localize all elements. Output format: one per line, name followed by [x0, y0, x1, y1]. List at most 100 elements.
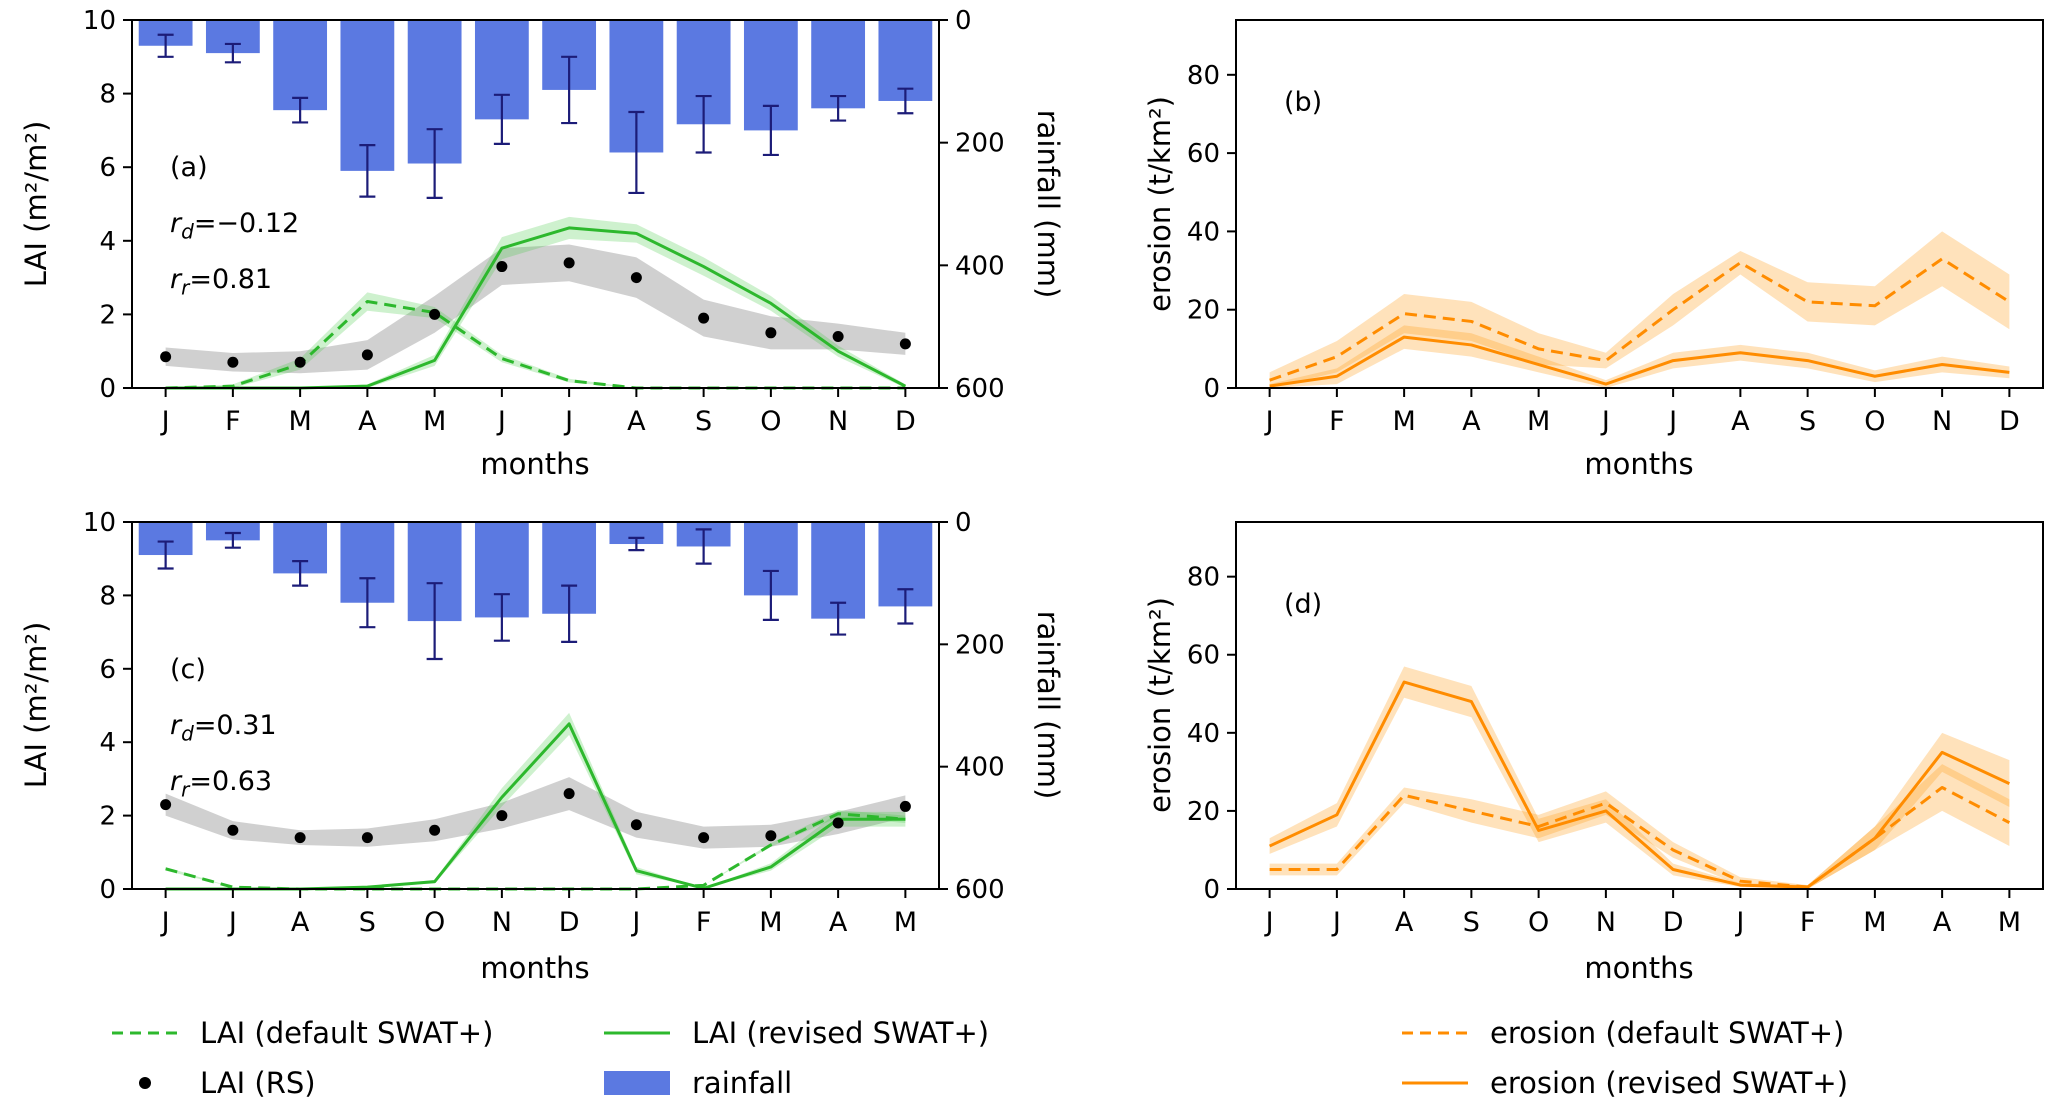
legend-label-lai-default: LAI (default SWAT+): [200, 1016, 494, 1050]
svg-text:D: D: [559, 907, 580, 938]
panel-a-annotations: (a) rd=−0.12 rr=0.81: [170, 140, 299, 308]
svg-text:80: 80: [1187, 563, 1220, 593]
legend-item-lai-rs: LAI (RS): [110, 1066, 602, 1100]
svg-text:J: J: [227, 907, 237, 938]
svg-text:J: J: [1264, 907, 1274, 938]
panel-b-letter: (b): [1284, 87, 1323, 118]
svg-text:O: O: [1864, 406, 1885, 437]
legend-label-lai-rs: LAI (RS): [200, 1066, 316, 1100]
svg-text:40: 40: [1187, 719, 1220, 749]
legend-item-rainfall: rainfall: [602, 1066, 792, 1100]
svg-text:20: 20: [1187, 797, 1220, 827]
panel-b-annotations: (b): [1284, 75, 1322, 131]
svg-text:0: 0: [955, 508, 972, 538]
svg-text:J: J: [160, 406, 170, 437]
svg-text:6: 6: [99, 153, 116, 183]
svg-text:A: A: [1395, 907, 1414, 938]
legend-item-lai-default: LAI (default SWAT+): [110, 1016, 602, 1050]
svg-text:J: J: [496, 406, 506, 437]
svg-text:M: M: [1392, 406, 1415, 437]
svg-text:N: N: [1932, 406, 1952, 437]
panel-c-annotations: (c) rd=0.31 rr=0.63: [170, 642, 277, 810]
svg-text:6: 6: [99, 655, 116, 685]
svg-text:F: F: [1800, 907, 1816, 938]
svg-text:O: O: [1528, 907, 1549, 938]
svg-text:F: F: [225, 406, 241, 437]
svg-text:A: A: [1731, 406, 1750, 437]
svg-text:S: S: [695, 406, 712, 437]
svg-text:600: 600: [955, 374, 1005, 404]
svg-text:A: A: [627, 406, 646, 437]
svg-text:J: J: [563, 406, 573, 437]
legend-left-row-1: LAI (default SWAT+) LAI (revised SWAT+): [110, 1008, 989, 1058]
svg-text:600: 600: [955, 875, 1005, 905]
svg-text:20: 20: [1187, 296, 1220, 326]
legend-right-row-1: erosion (default SWAT+): [1400, 1008, 1848, 1058]
svg-text:0: 0: [1203, 374, 1220, 404]
svg-text:200: 200: [955, 129, 1005, 159]
svg-text:8: 8: [99, 581, 116, 611]
panel-a-rr: rr=0.81: [170, 264, 273, 300]
legend-item-erosion-revised: erosion (revised SWAT+): [1400, 1066, 1848, 1100]
svg-text:D: D: [895, 406, 916, 437]
svg-text:2: 2: [99, 300, 116, 330]
legend-left: LAI (default SWAT+) LAI (revised SWAT+) …: [110, 1008, 989, 1108]
svg-text:M: M: [894, 907, 917, 938]
y-axis-label-lai-a: LAI (m²/m²): [19, 120, 53, 288]
svg-text:J: J: [1331, 907, 1341, 938]
svg-text:J: J: [1600, 406, 1610, 437]
svg-text:2: 2: [99, 802, 116, 832]
legend-label-erosion-default: erosion (default SWAT+): [1490, 1016, 1845, 1050]
svg-text:M: M: [1863, 907, 1886, 938]
svg-text:M: M: [1998, 907, 2021, 938]
x-axis-label-months-b: months: [1584, 447, 1694, 481]
svg-text:8: 8: [99, 80, 116, 110]
svg-text:J: J: [1264, 406, 1274, 437]
svg-text:O: O: [424, 907, 445, 938]
svg-text:A: A: [291, 907, 310, 938]
x-axis-label-months-c: months: [480, 951, 590, 985]
svg-text:0: 0: [99, 374, 116, 404]
svg-text:0: 0: [99, 875, 116, 905]
lai-revised-line-sample: [604, 1031, 670, 1035]
panel-c-rd: rd=0.31: [170, 710, 277, 746]
rainfall-swatch: [604, 1071, 670, 1095]
erosion-revised-line-sample: [1402, 1081, 1468, 1085]
svg-text:D: D: [1663, 907, 1684, 938]
panel-c-letter: (c): [170, 654, 206, 685]
svg-text:60: 60: [1187, 139, 1220, 169]
x-axis-label-months-d: months: [1584, 951, 1694, 985]
svg-text:A: A: [358, 406, 377, 437]
svg-text:80: 80: [1187, 61, 1220, 91]
panel-d-annotations: (d): [1284, 577, 1322, 633]
lai-default-line-sample: [112, 1031, 178, 1035]
svg-text:J: J: [160, 907, 170, 938]
y-axis-label-rainfall-c: rainfall (mm): [1031, 610, 1065, 800]
legend-left-row-2: LAI (RS) rainfall: [110, 1058, 989, 1108]
svg-text:J: J: [630, 907, 640, 938]
svg-text:J: J: [1667, 406, 1677, 437]
svg-text:S: S: [1799, 406, 1816, 437]
legend-label-rainfall: rainfall: [692, 1066, 793, 1100]
svg-text:S: S: [1463, 907, 1480, 938]
panel-a-rd: rd=−0.12: [170, 208, 300, 244]
svg-text:60: 60: [1187, 641, 1220, 671]
svg-text:10: 10: [83, 508, 116, 538]
svg-text:J: J: [1734, 907, 1744, 938]
svg-text:N: N: [828, 406, 848, 437]
panel-a-letter: (a): [170, 152, 208, 183]
svg-text:400: 400: [955, 753, 1005, 783]
svg-text:M: M: [1527, 406, 1550, 437]
legend-label-erosion-revised: erosion (revised SWAT+): [1490, 1066, 1849, 1100]
svg-text:4: 4: [99, 227, 116, 257]
svg-text:M: M: [759, 907, 782, 938]
svg-text:N: N: [492, 907, 512, 938]
svg-text:0: 0: [955, 6, 972, 36]
legend-label-lai-revised: LAI (revised SWAT+): [692, 1016, 990, 1050]
svg-text:0: 0: [1203, 875, 1220, 905]
y-axis-label-erosion-d: erosion (t/km²): [1143, 597, 1177, 813]
svg-text:M: M: [288, 406, 311, 437]
svg-text:400: 400: [955, 251, 1005, 281]
